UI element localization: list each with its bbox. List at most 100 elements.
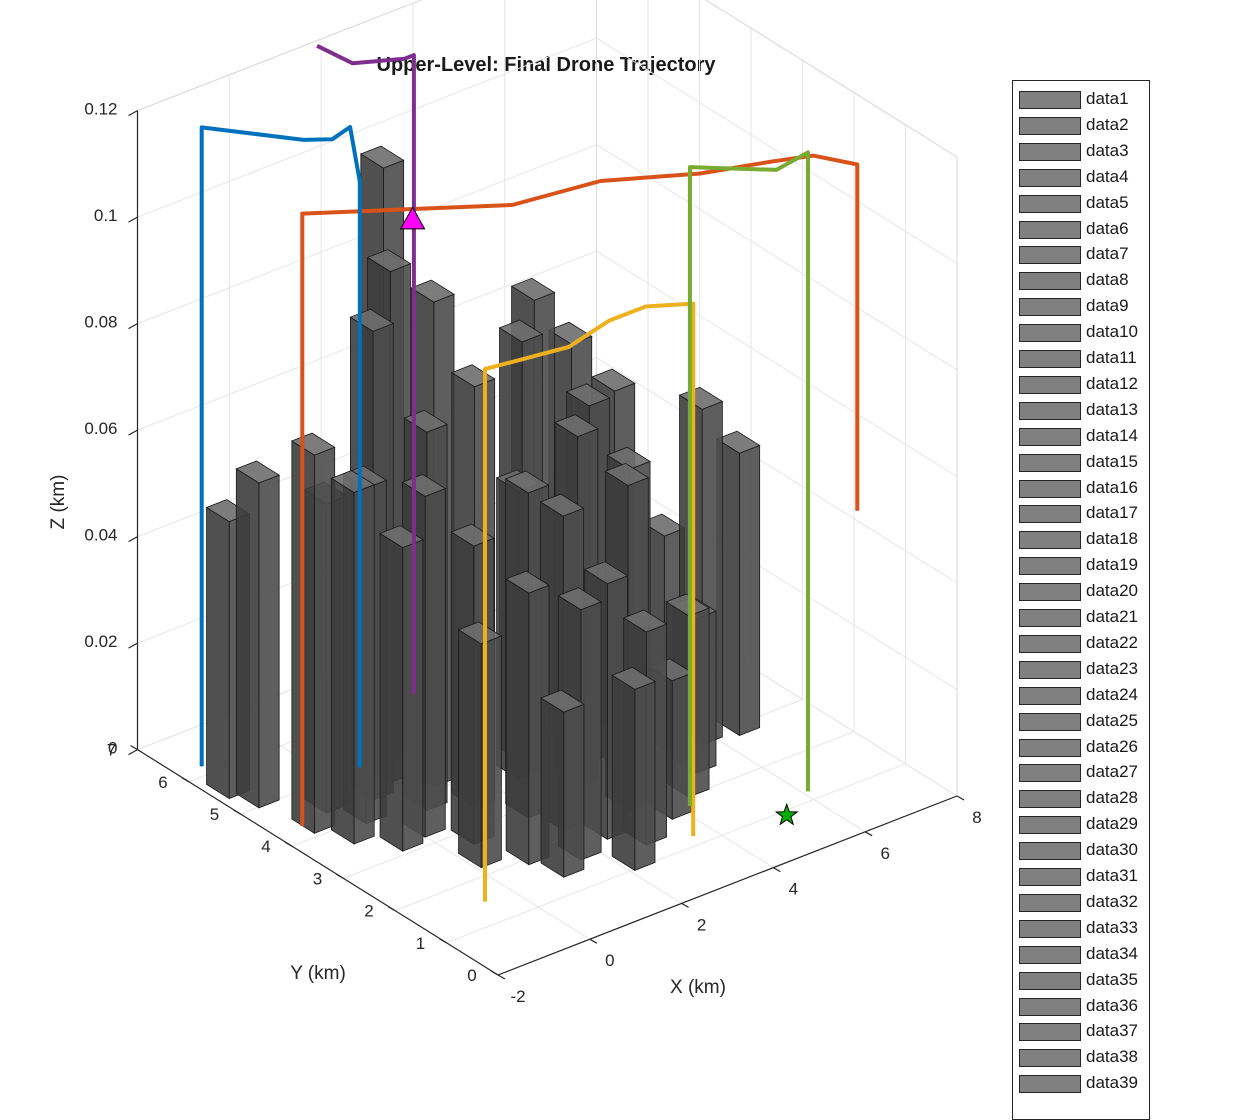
legend-label: data6 (1086, 218, 1129, 238)
building-top (554, 414, 599, 438)
grid-line-wall-yz (704, 0, 958, 158)
legend-label: data16 (1086, 477, 1138, 497)
building (715, 430, 761, 737)
legend-label: data28 (1086, 788, 1138, 808)
legend-swatch (1019, 220, 1081, 239)
legend-label: data39 (1086, 1073, 1138, 1093)
legend-label: data7 (1086, 244, 1129, 264)
legend-entry: data21 (1013, 605, 1149, 629)
axes-lines (128, 110, 965, 980)
legend-entry: data6 (1013, 217, 1149, 241)
legend-swatch (1019, 583, 1081, 602)
legend-label: data2 (1086, 114, 1129, 134)
legend-swatch (1019, 842, 1081, 861)
legend-entry: data10 (1013, 320, 1149, 344)
building (290, 432, 336, 834)
legend-entry: data27 (1013, 760, 1149, 784)
building-top (498, 319, 544, 343)
x-tick-label: -2 (510, 987, 525, 1006)
legend-entry: data32 (1013, 890, 1149, 914)
y-axis-line (137, 749, 499, 976)
legend-label: data26 (1086, 736, 1138, 756)
legend-swatch (1019, 738, 1081, 757)
legend-swatch (1019, 660, 1081, 679)
legend: data1 data2 data3 data4 data5 data6 data7 data8… (1012, 80, 1150, 1120)
building (379, 525, 424, 852)
legend-label: data33 (1086, 917, 1138, 937)
legend-entry: data3 (1013, 139, 1149, 163)
legend-label: data15 (1086, 451, 1138, 471)
legend-swatch (1019, 194, 1081, 213)
building-face (235, 468, 260, 809)
z-tick-label: 0.06 (84, 419, 117, 438)
y-tick-mark (130, 745, 138, 751)
x-tick-label: 0 (605, 951, 614, 970)
legend-swatch (1019, 324, 1081, 343)
legend-label: data1 (1086, 89, 1129, 108)
start-marker (399, 206, 426, 230)
z-tick-label: 0.08 (84, 313, 117, 332)
y-tick-label: 4 (261, 837, 270, 856)
legend-entry: data26 (1013, 735, 1149, 759)
building-top (359, 145, 405, 169)
x-tick-mark (497, 974, 506, 980)
building-top (583, 561, 629, 585)
grid-line-wall-yz (596, 357, 958, 584)
grid-line-wall-yz (596, 463, 958, 690)
y-tick-mark (387, 906, 396, 912)
legend-swatch (1019, 686, 1081, 705)
z-tick-mark (128, 536, 138, 543)
legend-swatch (1019, 919, 1081, 938)
grid-line-floor-y (446, 763, 906, 944)
legend-entry: data39 (1013, 1071, 1149, 1095)
legend-label: data32 (1086, 891, 1138, 911)
legend-label: data30 (1086, 840, 1138, 860)
x-axis-label: X (km) (670, 977, 726, 998)
building-top (539, 493, 585, 517)
legend-swatch (1019, 168, 1081, 187)
z-tick-mark (128, 429, 138, 436)
x-tick-label: 8 (972, 808, 981, 827)
y-tick-mark (181, 777, 190, 783)
legend-label: data29 (1086, 814, 1138, 834)
x-tick-label: 4 (789, 880, 798, 899)
grid-line-wall-xz (137, 37, 597, 218)
legend-label: data4 (1086, 166, 1129, 186)
legend-swatch (1019, 350, 1081, 368)
legend-swatch (1019, 893, 1081, 912)
goal-marker (774, 802, 799, 826)
legend-label: data9 (1086, 296, 1129, 316)
legend-swatch (1019, 479, 1081, 498)
legend-label: data19 (1086, 555, 1138, 575)
legend-swatch (1019, 634, 1081, 653)
z-tick-label: 0 (108, 739, 117, 758)
building-face (540, 697, 565, 878)
building (611, 666, 656, 872)
building-top (540, 689, 585, 713)
building-top (410, 279, 455, 303)
trajectory-line (199, 125, 362, 768)
chart-canvas: Upper-Level: Final Drone Trajectory -202… (48, 0, 982, 1006)
legend-swatch (1019, 427, 1081, 446)
legend-entry: data31 (1013, 864, 1149, 888)
legend-label: data31 (1086, 866, 1138, 885)
legend-entry: data34 (1013, 942, 1149, 966)
building-top (504, 470, 550, 494)
building-face (379, 532, 404, 852)
legend-label: data34 (1086, 943, 1138, 963)
box-edge (137, 0, 423, 112)
legend-label: data37 (1086, 1021, 1138, 1041)
building-top (557, 587, 603, 611)
legend-entry: data24 (1013, 683, 1149, 707)
legend-swatch (1019, 246, 1081, 265)
building-top (606, 446, 651, 470)
y-axis-label: Y (km) (290, 963, 346, 984)
legend-label: data24 (1086, 684, 1138, 704)
y-tick-label: 0 (467, 966, 476, 985)
legend-label: data8 (1086, 270, 1129, 290)
legend-label: data22 (1086, 632, 1138, 652)
legend-entry: data9 (1013, 294, 1149, 318)
box-edge (704, 0, 958, 158)
legend-label: data21 (1086, 607, 1138, 626)
legend-entry: data20 (1013, 579, 1149, 603)
